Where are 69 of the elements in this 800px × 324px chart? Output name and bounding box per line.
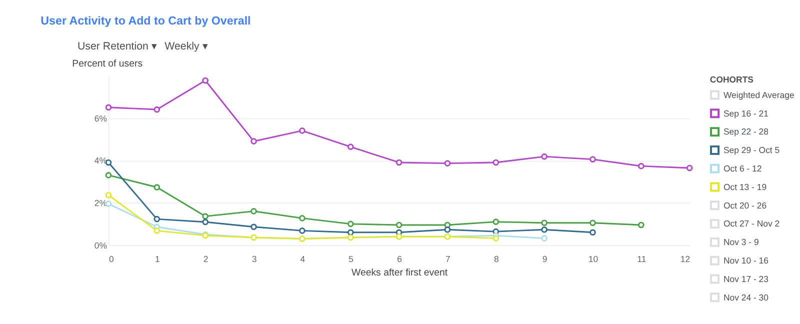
point bbox=[492, 159, 500, 166]
legend-label: Nov 3 - 9 bbox=[723, 237, 759, 248]
x-tick-label: 0 bbox=[108, 254, 114, 264]
legend-label: Nov 10 - 16 bbox=[723, 256, 769, 266]
point bbox=[154, 106, 160, 113]
x-tick-label: 8 bbox=[494, 254, 499, 264]
point bbox=[105, 192, 112, 198]
point bbox=[250, 224, 257, 230]
x-tick-label: 7 bbox=[446, 254, 451, 264]
chart-title: User Activity to Add to Cart by Overall bbox=[40, 14, 251, 28]
point bbox=[105, 172, 112, 178]
y-tick-label: 0% bbox=[94, 240, 108, 250]
x-tick-label: 10 bbox=[588, 254, 598, 264]
legend-label: Nov 24 - 30 bbox=[723, 292, 769, 302]
legend-label: Oct 27 - Nov 2 bbox=[723, 218, 780, 229]
legend-label: Sep 16 - 21 bbox=[723, 108, 769, 118]
point bbox=[347, 144, 354, 150]
point bbox=[299, 215, 306, 222]
text: Weekly ▾ bbox=[164, 40, 208, 52]
x-tick-label: 11 bbox=[637, 254, 646, 264]
point bbox=[492, 218, 500, 225]
point bbox=[202, 213, 208, 220]
point bbox=[541, 220, 548, 226]
point bbox=[154, 184, 160, 190]
x-tick-label: 3 bbox=[252, 254, 257, 264]
x-tick-label: 5 bbox=[348, 254, 354, 264]
x-tick-label: 2 bbox=[203, 254, 208, 264]
legend-label: Oct 13 - 19 bbox=[723, 182, 767, 192]
point bbox=[590, 229, 596, 236]
point bbox=[541, 153, 548, 160]
point bbox=[590, 156, 596, 162]
point bbox=[299, 228, 306, 234]
point bbox=[590, 220, 596, 226]
x-tick-label: 9 bbox=[542, 254, 548, 264]
x-tick-label: 12 bbox=[680, 254, 690, 264]
point bbox=[202, 218, 208, 226]
legend-label: Weighted Average bbox=[723, 90, 794, 100]
point bbox=[541, 235, 548, 242]
point bbox=[444, 160, 451, 166]
legend-title: COHORTS bbox=[710, 74, 754, 84]
point bbox=[638, 222, 644, 228]
point bbox=[250, 208, 257, 214]
x-axis-title: Weeks after first event bbox=[351, 268, 448, 279]
legend-label: Sep 22 - 28 bbox=[723, 126, 769, 137]
y-axis-title: Percent of users bbox=[72, 58, 143, 70]
y-tick-label: 6% bbox=[94, 113, 108, 124]
legend-label: Nov 17 - 23 bbox=[723, 274, 769, 284]
point bbox=[154, 228, 160, 234]
legend-label: Oct 6 - 12 bbox=[723, 163, 762, 174]
point bbox=[444, 226, 451, 233]
point bbox=[250, 138, 257, 144]
x-tick-label: 1 bbox=[154, 254, 160, 264]
point bbox=[105, 104, 112, 111]
point bbox=[541, 226, 548, 233]
point bbox=[202, 77, 208, 84]
point bbox=[154, 216, 160, 222]
point bbox=[347, 229, 354, 236]
legend-label: Sep 29 - Oct 5 bbox=[723, 145, 780, 156]
text: User Retention ▾ bbox=[77, 40, 158, 52]
point bbox=[396, 222, 402, 228]
point bbox=[686, 164, 693, 172]
point bbox=[347, 220, 354, 228]
point bbox=[638, 162, 644, 170]
x-tick-label: 6 bbox=[397, 254, 402, 264]
point bbox=[492, 235, 500, 242]
x-tick-label: 4 bbox=[300, 254, 306, 264]
legend-label: Oct 20 - 26 bbox=[723, 200, 767, 210]
point bbox=[396, 159, 402, 166]
point bbox=[299, 128, 306, 134]
